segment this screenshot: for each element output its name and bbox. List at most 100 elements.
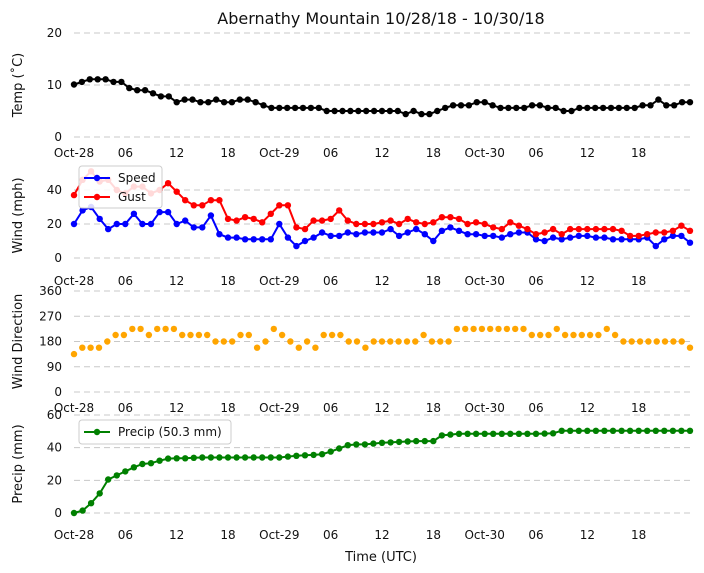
temp-data-point (228, 99, 236, 106)
wind-data-point (216, 231, 223, 238)
precip-data-point (447, 431, 454, 438)
wind-data-point (387, 217, 394, 224)
wind-direction-data-point (553, 325, 560, 333)
wind-y-axis-label: Wind (mph) (11, 177, 26, 253)
wind-data-point (336, 207, 343, 214)
wind-direction-data-point (287, 338, 294, 345)
wind-data-point (481, 220, 488, 228)
wind-direction-data-point (195, 331, 203, 339)
precip-data-point (284, 453, 292, 460)
wind-direction-data-point (420, 331, 427, 339)
temp-data-point (631, 104, 638, 112)
wind-x-tick-label: 18 (426, 274, 441, 288)
wind-direction-data-point (378, 338, 386, 345)
wind-data-point (601, 234, 608, 241)
precip-data-point (395, 438, 403, 446)
temp-data-point (552, 104, 559, 112)
temp-data-point (197, 99, 204, 106)
precip-data-point (686, 427, 694, 434)
wind-direction-y-tick-label: 0 (54, 385, 62, 399)
precip-data-point (336, 445, 343, 452)
wind-data-point (524, 225, 531, 233)
temp-data-point (568, 107, 575, 115)
temp-data-point (141, 87, 149, 94)
wind-data-point (549, 234, 557, 241)
temp-data-point (157, 93, 165, 100)
wind-data-point (567, 234, 574, 241)
wind-data-point (447, 214, 454, 221)
wind-direction-x-tick-label: 12 (374, 401, 389, 415)
wind-direction-data-point (428, 338, 436, 345)
wind-direction-data-point (586, 331, 594, 339)
wind-direction-data-point (129, 325, 136, 333)
wind-direction-data-point (603, 325, 610, 333)
temp-data-point (363, 107, 370, 115)
temp-data-point (189, 96, 196, 103)
wind-data-point (481, 232, 488, 240)
wind-direction-data-point (561, 331, 569, 339)
temp-data-point (655, 96, 662, 103)
wind-data-point (139, 220, 146, 228)
wind-direction-data-point (370, 338, 377, 345)
precip-data-point (147, 460, 155, 467)
precip-y-tick-label: 0 (54, 506, 62, 520)
wind-direction-data-point (403, 338, 411, 345)
precip-x-tick-label: 12 (374, 528, 389, 542)
precip-data-point (404, 438, 411, 445)
temp-data-point (260, 102, 267, 109)
temp-data-point (678, 99, 686, 106)
precip-data-point (626, 427, 634, 434)
precip-x-tick-label: Oct-29 (259, 528, 299, 542)
precip-data-point (558, 427, 565, 434)
wind-data-point (404, 215, 411, 223)
wind-data-point (301, 237, 309, 245)
precip-data-point (113, 472, 121, 479)
temp-data-point (102, 76, 109, 83)
wind-direction-data-point (87, 344, 94, 351)
wind-direction-data-point (487, 325, 494, 333)
wind-direction-data-point (278, 331, 286, 339)
wind-legend: Speed Gust (78, 165, 163, 209)
wind-direction-data-point (79, 344, 86, 351)
wind-direction-data-point (620, 338, 627, 345)
wind-direction-x-tick-label: 12 (580, 401, 595, 415)
wind-data-point (686, 239, 694, 246)
precip-x-tick-label: 18 (426, 528, 441, 542)
wind-data-point (301, 225, 309, 233)
wind-data-point (207, 197, 215, 204)
wind-data-point (438, 227, 446, 234)
temp-x-tick-label: 12 (374, 146, 389, 160)
temp-x-tick-label: 18 (426, 146, 441, 160)
wind-data-point (438, 214, 446, 221)
precip-x-tick-label: 12 (169, 528, 184, 542)
wind-data-point (164, 180, 172, 187)
wind-x-tick-label: 18 (631, 274, 646, 288)
temp-data-point (347, 107, 354, 115)
wind-direction-y-tick-label: 90 (47, 360, 62, 374)
precip-data-point (361, 441, 369, 448)
wind-data-point (361, 220, 369, 228)
temp-data-point (505, 104, 512, 112)
precip-y-tick-label: 40 (47, 441, 62, 455)
wind-direction-data-point (345, 338, 352, 345)
wind-data-point (122, 220, 129, 228)
precip-data-point (584, 427, 591, 434)
wind-direction-data-point (237, 331, 244, 339)
chart-panels: 0 10 20 Temp (˚C) Oct-28 06 12 18 Oct-29 06 12 18 Oc… (10, 26, 694, 542)
wind-direction-data-point (670, 338, 677, 345)
precip-data-point (224, 454, 232, 461)
temp-data-point (94, 76, 101, 83)
precip-data-point (301, 452, 309, 459)
temp-data-point (276, 104, 283, 112)
temp-data-point (402, 110, 409, 118)
wind-direction-data-point (328, 331, 336, 339)
wind-direction-y-tick-label: 360 (39, 284, 62, 298)
temp-y-tick-label: 10 (47, 78, 62, 92)
precip-data-point (455, 430, 463, 437)
precip-data-point (216, 454, 223, 461)
wind-data-point (455, 227, 463, 234)
wind-data-point (361, 229, 369, 236)
wind-direction-data-point (137, 325, 144, 333)
temp-data-point (378, 107, 386, 115)
wind-direction-data-point (253, 344, 261, 351)
